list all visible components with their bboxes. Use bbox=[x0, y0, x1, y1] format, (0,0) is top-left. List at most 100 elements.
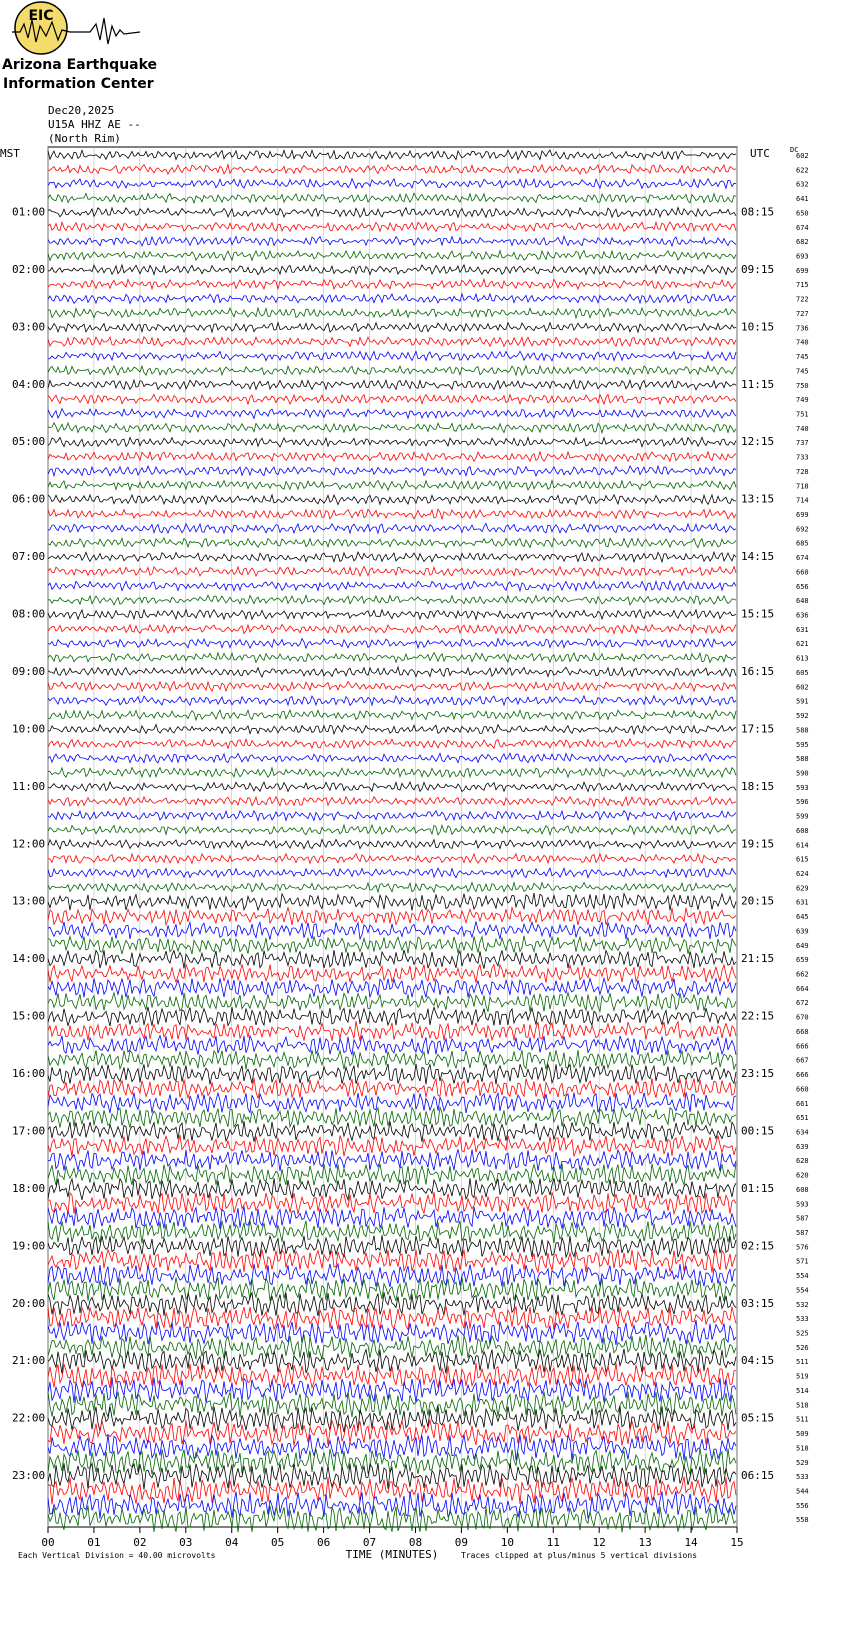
trace bbox=[47, 1448, 737, 1475]
trace bbox=[47, 1476, 737, 1505]
trace bbox=[47, 976, 737, 999]
dc-value: 605 bbox=[796, 669, 809, 677]
trace bbox=[47, 752, 737, 765]
trace bbox=[47, 651, 737, 664]
trace bbox=[47, 407, 737, 420]
x-tick-label: 13 bbox=[639, 1536, 652, 1549]
trace bbox=[47, 1206, 737, 1230]
trace bbox=[47, 306, 737, 320]
mst-label: 20:00 bbox=[12, 1297, 45, 1310]
x-axis-title: TIME (MINUTES) bbox=[346, 1548, 439, 1561]
mst-label: 21:00 bbox=[12, 1354, 45, 1367]
trace bbox=[47, 680, 737, 693]
dc-value: 718 bbox=[796, 482, 809, 490]
dc-value: 736 bbox=[796, 324, 809, 332]
trace bbox=[47, 163, 737, 176]
dc-value: 737 bbox=[796, 439, 809, 447]
utc-label: 12:15 bbox=[741, 435, 774, 448]
dc-value: 518 bbox=[796, 1444, 809, 1452]
utc-label: 04:15 bbox=[741, 1354, 774, 1367]
mst-label: 13:00 bbox=[12, 895, 45, 908]
mst-label: 16:00 bbox=[12, 1067, 45, 1080]
dc-value: 750 bbox=[796, 382, 809, 390]
trace bbox=[47, 364, 737, 377]
utc-label: 15:15 bbox=[741, 608, 774, 621]
dc-value: 596 bbox=[796, 798, 809, 806]
trace bbox=[47, 1377, 737, 1403]
dc-value: 631 bbox=[796, 899, 809, 907]
trace bbox=[47, 234, 737, 248]
dc-value: 511 bbox=[796, 1358, 809, 1366]
dc-value: 529 bbox=[796, 1459, 809, 1467]
mst-label: 01:00 bbox=[12, 205, 45, 218]
dc-value: 634 bbox=[796, 1128, 809, 1136]
trace bbox=[47, 378, 737, 391]
dc-value: 509 bbox=[796, 1430, 809, 1438]
dc-value: 599 bbox=[796, 813, 809, 821]
dc-value: 532 bbox=[796, 1301, 809, 1309]
trace bbox=[47, 766, 737, 779]
x-tick-label: 15 bbox=[730, 1536, 743, 1549]
trace bbox=[47, 1362, 737, 1390]
dc-value: 639 bbox=[796, 1143, 809, 1151]
dc-value: 674 bbox=[796, 224, 809, 232]
utc-label: 17:15 bbox=[741, 722, 774, 735]
trace bbox=[47, 1419, 737, 1446]
dc-value: 685 bbox=[796, 540, 809, 548]
trace bbox=[47, 1334, 737, 1360]
dc-value: 621 bbox=[796, 640, 809, 648]
x-tick-label: 10 bbox=[501, 1536, 514, 1549]
dc-value: 667 bbox=[796, 1057, 809, 1065]
trace bbox=[47, 1121, 737, 1143]
clip-note: Traces clipped at plus/minus 5 vertical … bbox=[461, 1551, 697, 1560]
trace bbox=[47, 1248, 737, 1274]
trace bbox=[48, 593, 737, 606]
dc-value: 518 bbox=[796, 1401, 809, 1409]
mst-label: 14:00 bbox=[12, 952, 45, 965]
dc-value: 511 bbox=[796, 1416, 809, 1424]
trace bbox=[47, 838, 737, 851]
dc-value: 608 bbox=[796, 827, 809, 835]
x-tick-label: 11 bbox=[547, 1536, 560, 1549]
mst-label: 07:00 bbox=[12, 550, 45, 563]
dc-value: 593 bbox=[796, 784, 809, 792]
trace bbox=[47, 277, 737, 291]
dc-value: 624 bbox=[796, 870, 809, 878]
trace bbox=[47, 565, 737, 578]
trace bbox=[47, 708, 737, 722]
mst-label: 18:00 bbox=[12, 1182, 45, 1195]
trace bbox=[47, 1234, 737, 1259]
trace bbox=[47, 1305, 737, 1331]
trace bbox=[47, 852, 737, 865]
dc-value: 740 bbox=[796, 425, 809, 433]
trace bbox=[47, 1077, 737, 1100]
trace bbox=[47, 1405, 737, 1432]
dc-value: 745 bbox=[796, 367, 809, 375]
dc-value: 554 bbox=[796, 1286, 809, 1294]
mst-label: 19:00 bbox=[12, 1239, 45, 1252]
dc-value: 749 bbox=[796, 396, 809, 404]
x-tick-label: 01 bbox=[87, 1536, 100, 1549]
dc-value: 614 bbox=[796, 841, 809, 849]
trace bbox=[47, 536, 737, 549]
dc-value: 636 bbox=[796, 612, 809, 620]
scale-note: Each Vertical Division = 40.00 microvolt… bbox=[18, 1551, 216, 1560]
left-axis-title: MST bbox=[0, 147, 20, 160]
dc-value: 588 bbox=[796, 726, 809, 734]
dc-value: 656 bbox=[796, 583, 809, 591]
dc-value: 660 bbox=[796, 568, 809, 576]
dc-value: 682 bbox=[796, 238, 809, 246]
trace bbox=[47, 522, 737, 535]
dc-value: 629 bbox=[796, 884, 809, 892]
x-tick-label: 08 bbox=[409, 1536, 422, 1549]
dc-value: 674 bbox=[796, 554, 809, 562]
dc-value: 722 bbox=[796, 296, 809, 304]
dc-value: 751 bbox=[796, 410, 809, 418]
mst-label: 04:00 bbox=[12, 378, 45, 391]
dc-value: 728 bbox=[796, 468, 809, 476]
mst-label: 15:00 bbox=[12, 1010, 45, 1023]
utc-label: 18:15 bbox=[741, 780, 774, 793]
trace bbox=[47, 1347, 737, 1374]
utc-label: 13:15 bbox=[741, 493, 774, 506]
trace bbox=[47, 665, 737, 678]
